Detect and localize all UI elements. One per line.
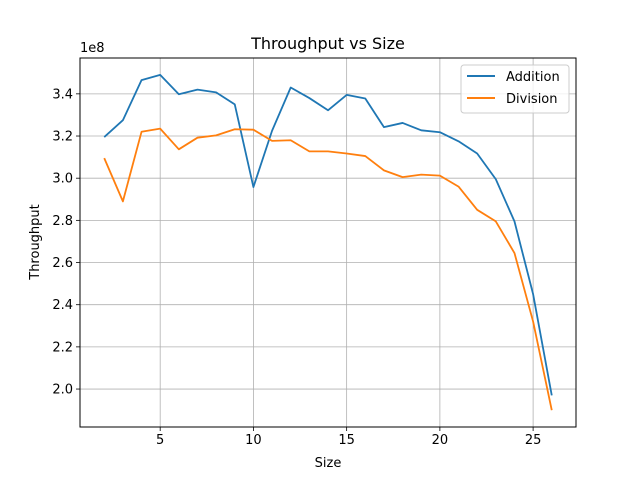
x-tick-label: 5 <box>156 433 164 448</box>
y-tick-label: 3.4 <box>52 87 73 102</box>
plot-area-frame <box>79 57 577 428</box>
y-tick-label: 2.4 <box>52 298 73 313</box>
y-tick-label: 2.2 <box>52 340 73 355</box>
x-tick-label: 20 <box>432 433 449 448</box>
x-tick-label: 15 <box>338 433 355 448</box>
legend-label-division: Division <box>506 92 558 107</box>
x-axis-label: Size <box>315 456 342 471</box>
y-tick-label: 3.0 <box>52 172 73 187</box>
y-axis-label: Throughput <box>28 204 43 281</box>
y-offset-label: 1e8 <box>80 41 105 56</box>
y-tick-label: 2.6 <box>52 256 73 271</box>
y-tick-label: 3.2 <box>52 130 73 145</box>
series-line-division <box>103 127 553 411</box>
y-axis-ticks: 2.0 2.2 2.4 2.6 2.8 3.0 3.2 3.4 <box>52 87 80 398</box>
series-line-addition <box>103 73 553 396</box>
y-tick-label: 2.8 <box>52 214 73 229</box>
series-lines <box>103 73 553 411</box>
x-tick-label: 25 <box>525 433 542 448</box>
legend: Addition Division <box>460 64 570 114</box>
legend-label-addition: Addition <box>506 70 560 85</box>
chart-title: Throughput vs Size <box>250 34 405 53</box>
x-tick-label: 10 <box>245 433 262 448</box>
y-tick-label: 2.0 <box>52 383 73 398</box>
x-axis-ticks: 5 10 15 20 25 <box>156 427 541 448</box>
